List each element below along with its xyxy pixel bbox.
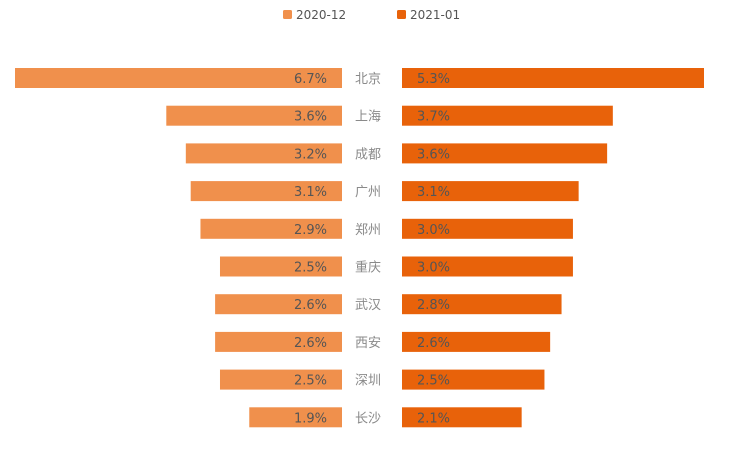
bars: 6.7% 北京 5.3% 3.6% 上海 3.7% 3.2% 成都 3.6% 3.1% 广州 3.1%… bbox=[15, 68, 704, 428]
value-label-right: 3.1% bbox=[417, 185, 450, 200]
bar-left bbox=[219, 369, 342, 390]
bar-left bbox=[215, 294, 342, 315]
value-label-right: 2.1% bbox=[417, 411, 450, 426]
bar-left bbox=[185, 143, 342, 164]
bar-right bbox=[402, 105, 613, 126]
value-label-left: 6.7% bbox=[294, 72, 327, 87]
value-label-left: 2.5% bbox=[294, 261, 327, 276]
legend-swatch-0 bbox=[283, 10, 292, 19]
bar-left bbox=[215, 331, 342, 352]
bar-left bbox=[200, 218, 342, 239]
bar-left bbox=[219, 256, 342, 277]
bar-left bbox=[190, 181, 342, 202]
value-label-left: 3.2% bbox=[294, 147, 327, 162]
value-label-right: 3.0% bbox=[417, 261, 450, 276]
value-label-right: 3.6% bbox=[417, 147, 450, 162]
category-label: 长沙 bbox=[355, 411, 381, 426]
legend-swatch-1 bbox=[397, 10, 406, 19]
bar-right bbox=[402, 331, 551, 352]
bar-right bbox=[402, 294, 562, 315]
category-label: 西安 bbox=[355, 336, 381, 351]
value-label-right: 3.7% bbox=[417, 110, 450, 125]
bar-left bbox=[166, 105, 342, 126]
value-label-left: 2.9% bbox=[294, 223, 327, 238]
bar-right bbox=[402, 256, 573, 277]
value-label-right: 2.6% bbox=[417, 336, 450, 351]
bar-left bbox=[249, 407, 342, 428]
value-label-left: 2.6% bbox=[294, 336, 327, 351]
value-label-right: 2.5% bbox=[417, 374, 450, 389]
category-label: 广州 bbox=[355, 185, 381, 200]
bar-right bbox=[402, 407, 522, 428]
value-label-left: 2.6% bbox=[294, 298, 327, 313]
bar-left bbox=[15, 68, 342, 88]
category-label: 武汉 bbox=[355, 298, 381, 313]
category-label: 深圳 bbox=[355, 374, 381, 389]
value-label-left: 2.5% bbox=[294, 374, 327, 389]
bar-right bbox=[402, 143, 608, 164]
bar-right bbox=[402, 369, 545, 390]
bar-right bbox=[402, 68, 704, 88]
value-label-right: 2.8% bbox=[417, 298, 450, 313]
category-label: 郑州 bbox=[355, 223, 381, 238]
legend: 2020-12 2021-01 bbox=[283, 8, 460, 22]
category-label: 上海 bbox=[355, 110, 381, 125]
category-label: 重庆 bbox=[355, 260, 381, 276]
value-label-left: 3.6% bbox=[294, 110, 327, 125]
value-label-left: 3.1% bbox=[294, 185, 327, 200]
bar-right bbox=[402, 218, 573, 239]
category-label: 成都 bbox=[355, 147, 381, 162]
legend-label-1: 2021-01 bbox=[410, 8, 460, 22]
bar-right bbox=[402, 181, 579, 202]
value-label-right: 5.3% bbox=[417, 72, 450, 87]
category-label: 北京 bbox=[355, 72, 381, 87]
legend-label-0: 2020-12 bbox=[296, 8, 346, 22]
value-label-left: 1.9% bbox=[294, 411, 327, 426]
value-label-right: 3.0% bbox=[417, 223, 450, 238]
